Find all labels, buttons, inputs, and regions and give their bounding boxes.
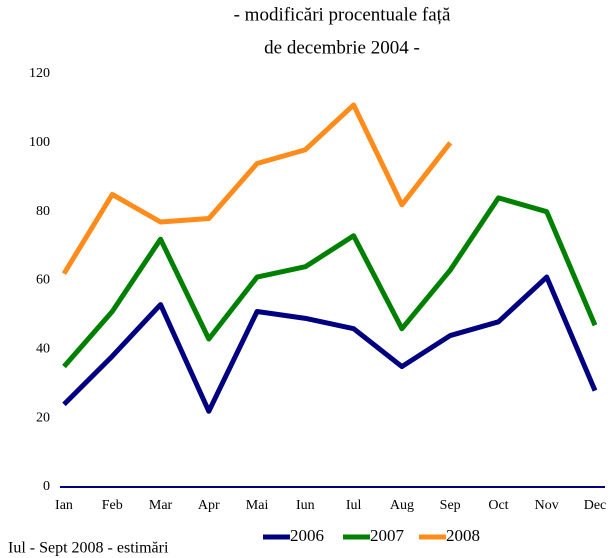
x-tick-label: Sep xyxy=(440,498,461,513)
x-tick-label: Mai xyxy=(246,498,269,513)
x-tick-label: Feb xyxy=(102,498,123,513)
y-tick-label: 60 xyxy=(36,273,50,288)
y-tick-label: 0 xyxy=(43,479,50,494)
y-tick-label: 20 xyxy=(36,410,50,425)
legend-label: 2006 xyxy=(290,526,324,545)
legend-label: 2008 xyxy=(446,526,480,545)
chart-title: de decembrie 2004 - xyxy=(264,37,420,58)
x-tick-label: Oct xyxy=(488,498,508,513)
x-tick-label: Apr xyxy=(198,498,220,513)
y-tick-label: 40 xyxy=(36,342,50,357)
x-tick-label: Ian xyxy=(55,498,73,513)
x-tick-label: Nov xyxy=(535,498,559,513)
y-tick-label: 80 xyxy=(36,204,50,219)
y-tick-label: 120 xyxy=(29,66,50,81)
series-line xyxy=(61,102,453,275)
x-tick-label: Dec xyxy=(584,498,607,513)
note: Iul - Sept 2008 - estimări xyxy=(8,540,169,557)
x-tick-label: Aug xyxy=(390,498,414,513)
y-tick-label: 100 xyxy=(29,135,50,150)
series-line xyxy=(62,195,598,369)
x-tick-label: Iul xyxy=(346,498,362,513)
x-tick-label: Mar xyxy=(149,498,173,513)
series-line xyxy=(62,274,598,414)
chart-title: - modificări procentuale față xyxy=(234,4,451,25)
legend-label: 2007 xyxy=(370,526,405,545)
x-tick-label: Iun xyxy=(296,498,315,513)
